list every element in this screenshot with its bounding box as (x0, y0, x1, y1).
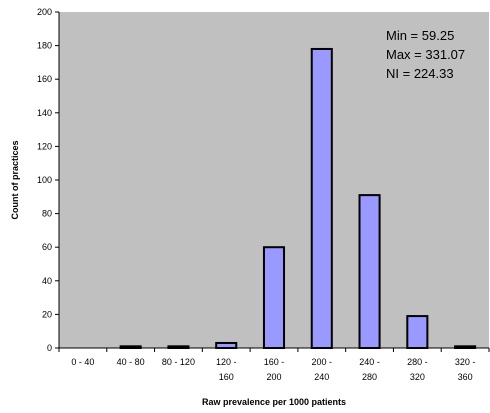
bar (406, 315, 429, 349)
y-tick-label: 180 (37, 41, 52, 51)
y-tick-label: 100 (37, 175, 52, 185)
annotation-ni: NI = 224.33 (386, 66, 454, 81)
x-tick-label: 320 - (455, 357, 476, 367)
y-tick-label: 20 (42, 309, 52, 319)
y-tick-label: 60 (42, 242, 52, 252)
y-tick-label: 160 (37, 74, 52, 84)
y-tick-label: 200 (37, 7, 52, 17)
x-tick-label: 160 - (264, 357, 285, 367)
x-tick-label: 320 (410, 372, 425, 382)
annotation-max: Max = 331.07 (386, 47, 465, 62)
y-tick-label: 80 (42, 209, 52, 219)
y-tick-label: 0 (47, 343, 52, 353)
x-tick-label: 200 - (312, 357, 333, 367)
x-tick-label: 200 (266, 372, 281, 382)
y-tick-label: 120 (37, 141, 52, 151)
x-tick-label: 240 - (359, 357, 380, 367)
x-axis-title: Raw prevalence per 1000 patients (202, 397, 346, 407)
x-tick-label: 120 - (216, 357, 237, 367)
x-tick-label: 280 - (407, 357, 428, 367)
x-tick-label: 80 - 120 (162, 357, 195, 367)
annotation-min: Min = 59.25 (386, 28, 454, 43)
x-tick-label: 0 - 40 (71, 357, 94, 367)
bar (215, 341, 238, 349)
bar (358, 194, 381, 349)
bar (310, 47, 333, 350)
x-tick-label: 160 (219, 372, 234, 382)
x-tick-label: 40 - 80 (117, 357, 145, 367)
bar (262, 246, 286, 349)
y-tick-label: 140 (37, 108, 52, 118)
x-tick-label: 280 (362, 372, 377, 382)
x-tick-label: 240 (314, 372, 329, 382)
x-tick-label: 360 (458, 372, 473, 382)
y-axis-title: Count of practices (10, 140, 20, 219)
y-tick-label: 40 (42, 276, 52, 286)
